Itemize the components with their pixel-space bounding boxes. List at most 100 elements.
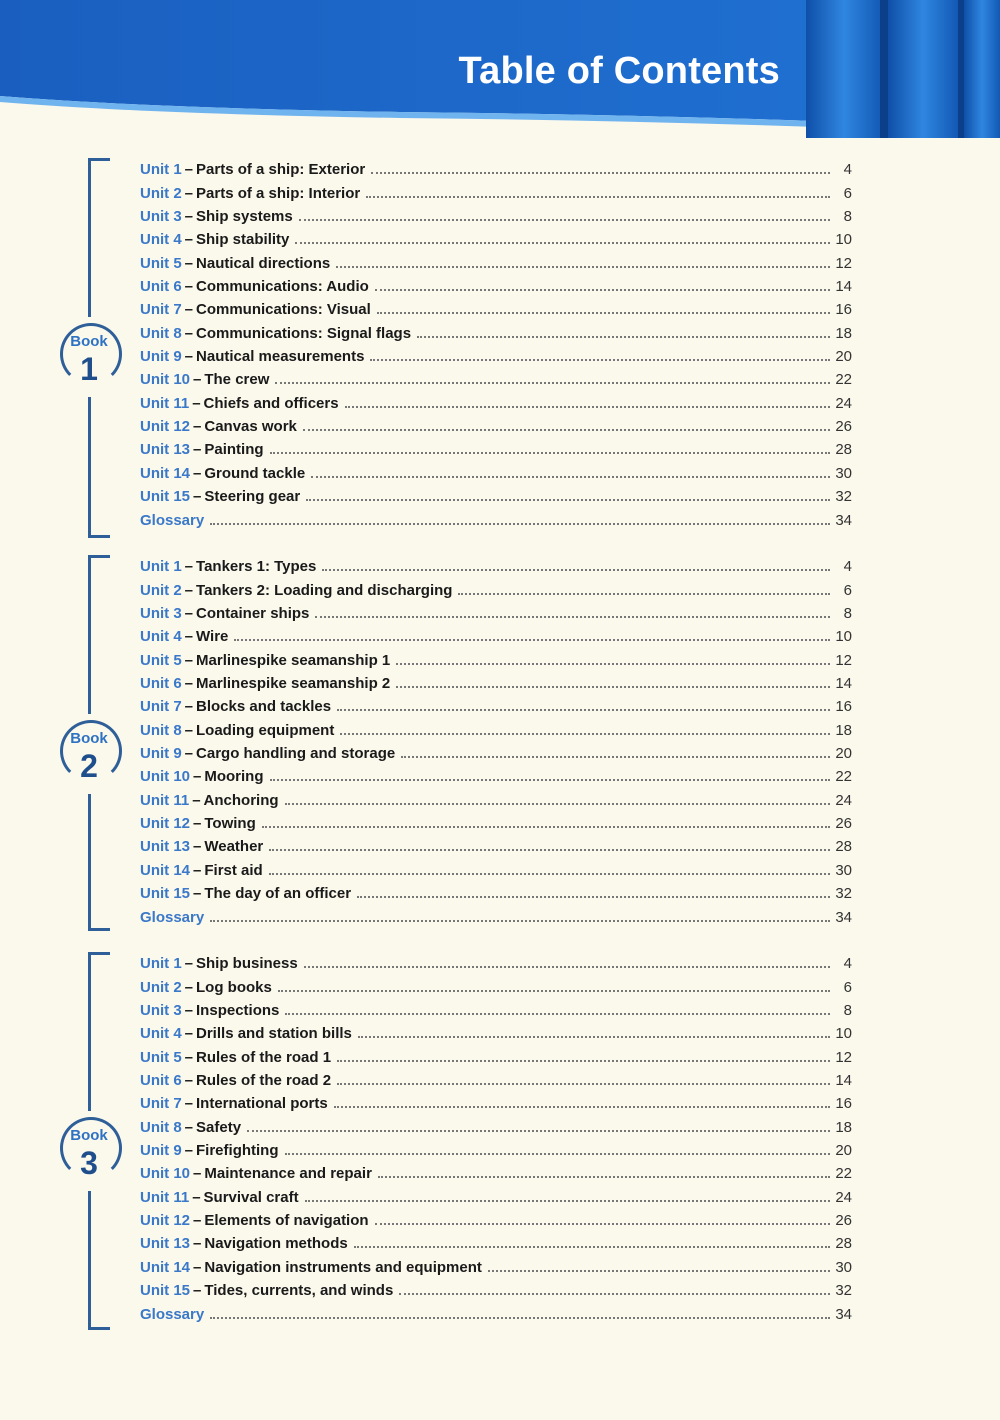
dot-leader (311, 475, 830, 478)
separator-dash: – (193, 464, 202, 482)
unit-label: Unit 13 (140, 1235, 191, 1253)
page-number: 22 (835, 1165, 852, 1183)
unit-label: Unit 12 (140, 418, 191, 436)
unit-label: Unit 3 (140, 605, 182, 623)
dot-leader (303, 966, 830, 969)
glossary-label: Glossary (140, 908, 205, 926)
dot-leader (210, 1316, 830, 1319)
separator-dash: – (184, 231, 194, 249)
toc-entry: Unit 2– Log books 6 (140, 972, 852, 996)
unit-label: Unit 13 (140, 441, 191, 459)
toc-entry: Unit 6– Communications: Audio 14 (140, 272, 852, 295)
toc-entry: Unit 11– Chiefs and officers 24 (140, 388, 852, 412)
dot-leader (340, 732, 830, 735)
separator-dash: – (193, 1258, 202, 1276)
toc-entry: Unit 8– Safety 18 (140, 1112, 852, 1136)
separator-dash: – (184, 1002, 194, 1020)
toc-list: Unit 1– Parts of a ship: Exterior 4 Unit 2–… (140, 155, 852, 528)
unit-title: International ports (196, 1095, 328, 1113)
dot-leader (234, 639, 830, 642)
badge-ring (60, 323, 122, 385)
unit-label: Unit 5 (140, 1048, 182, 1066)
book-badge: Book 3 (56, 1111, 122, 1191)
page-number: 30 (835, 1258, 852, 1276)
dot-leader (458, 592, 830, 595)
dot-leader (302, 429, 830, 432)
unit-label: Unit 11 (140, 394, 190, 412)
unit-title: Ship systems (196, 208, 293, 226)
dot-leader (374, 289, 830, 292)
page-number: 8 (843, 208, 852, 226)
unit-title: Nautical directions (196, 254, 331, 272)
dot-leader (344, 405, 830, 408)
dot-leader (247, 1129, 830, 1132)
page-number: 8 (843, 1002, 852, 1020)
dot-leader (371, 172, 830, 175)
toc-entry: Unit 7– International ports 16 (140, 1089, 852, 1112)
separator-dash: – (184, 161, 194, 179)
unit-label: Unit 4 (140, 628, 182, 646)
separator-dash: – (184, 1095, 194, 1113)
toc-entry: Unit 12– Towing 26 (140, 809, 852, 832)
unit-title: Navigation instruments and equipment (204, 1258, 482, 1276)
page-number: 12 (835, 254, 852, 272)
page-number: 22 (835, 371, 852, 389)
unit-label: Unit 10 (140, 1165, 191, 1183)
dot-leader (337, 1083, 830, 1086)
unit-title: Parts of a ship: Interior (196, 184, 361, 202)
unit-title: Loading equipment (196, 721, 335, 739)
badge-ring (60, 720, 122, 782)
dot-leader (298, 219, 830, 222)
unit-label: Unit 7 (140, 698, 182, 716)
page-number: 26 (835, 815, 852, 833)
toc-entry: Unit 3– Container ships 8 (140, 599, 852, 622)
unit-label: Unit 2 (140, 978, 182, 996)
page-number: 14 (835, 675, 852, 693)
dot-leader (322, 569, 830, 572)
toc-entry: Unit 1– Parts of a ship: Exterior 4 (140, 155, 852, 178)
dot-leader (269, 849, 830, 852)
separator-dash: – (192, 394, 201, 412)
page-number: 4 (843, 558, 852, 576)
unit-title: Firefighting (196, 1142, 279, 1160)
dot-leader (357, 1036, 830, 1039)
unit-label: Unit 9 (140, 348, 182, 366)
unit-title: Cargo handling and storage (196, 745, 396, 763)
toc-entry: Unit 10– Maintenance and repair 22 (140, 1159, 852, 1182)
dot-leader (284, 802, 830, 805)
badge-word: Book (70, 1127, 108, 1144)
unit-label: Unit 14 (140, 861, 191, 879)
toc-entry: Unit 15– The day of an officer 32 (140, 879, 852, 902)
toc-entry: Unit 3– Ship systems 8 (140, 202, 852, 225)
dot-leader (374, 1223, 830, 1226)
separator-dash: – (193, 815, 202, 833)
unit-title: Blocks and tackles (196, 698, 332, 716)
separator-dash: – (184, 301, 194, 319)
unit-title: Safety (196, 1118, 242, 1136)
unit-title: Painting (204, 441, 264, 459)
dot-leader (268, 872, 830, 875)
separator-dash: – (184, 605, 194, 623)
unit-label: Unit 6 (140, 675, 182, 693)
unit-label: Unit 9 (140, 745, 182, 763)
dot-leader (315, 616, 830, 619)
unit-label: Unit 14 (140, 464, 191, 482)
separator-dash: – (184, 651, 194, 669)
separator-dash: – (184, 628, 194, 646)
toc-entry: Unit 3– Inspections 8 (140, 996, 852, 1019)
toc-entry: Unit 15– Tides, currents, and winds 32 (140, 1276, 852, 1299)
page-number: 10 (835, 231, 852, 249)
unit-label: Unit 11 (140, 1188, 190, 1206)
page-title: Table of Contents (458, 50, 780, 92)
unit-label: Unit 2 (140, 581, 182, 599)
dot-leader (336, 265, 830, 268)
dot-leader (376, 312, 830, 315)
unit-title: Anchoring (203, 791, 279, 809)
separator-dash: – (184, 208, 194, 226)
unit-label: Unit 8 (140, 324, 182, 342)
unit-title: Canvas work (204, 418, 297, 436)
page-number: 12 (835, 1048, 852, 1066)
unit-title: Steering gear (204, 488, 301, 506)
unit-title: Maintenance and repair (204, 1165, 372, 1183)
unit-label: Unit 4 (140, 1025, 182, 1043)
